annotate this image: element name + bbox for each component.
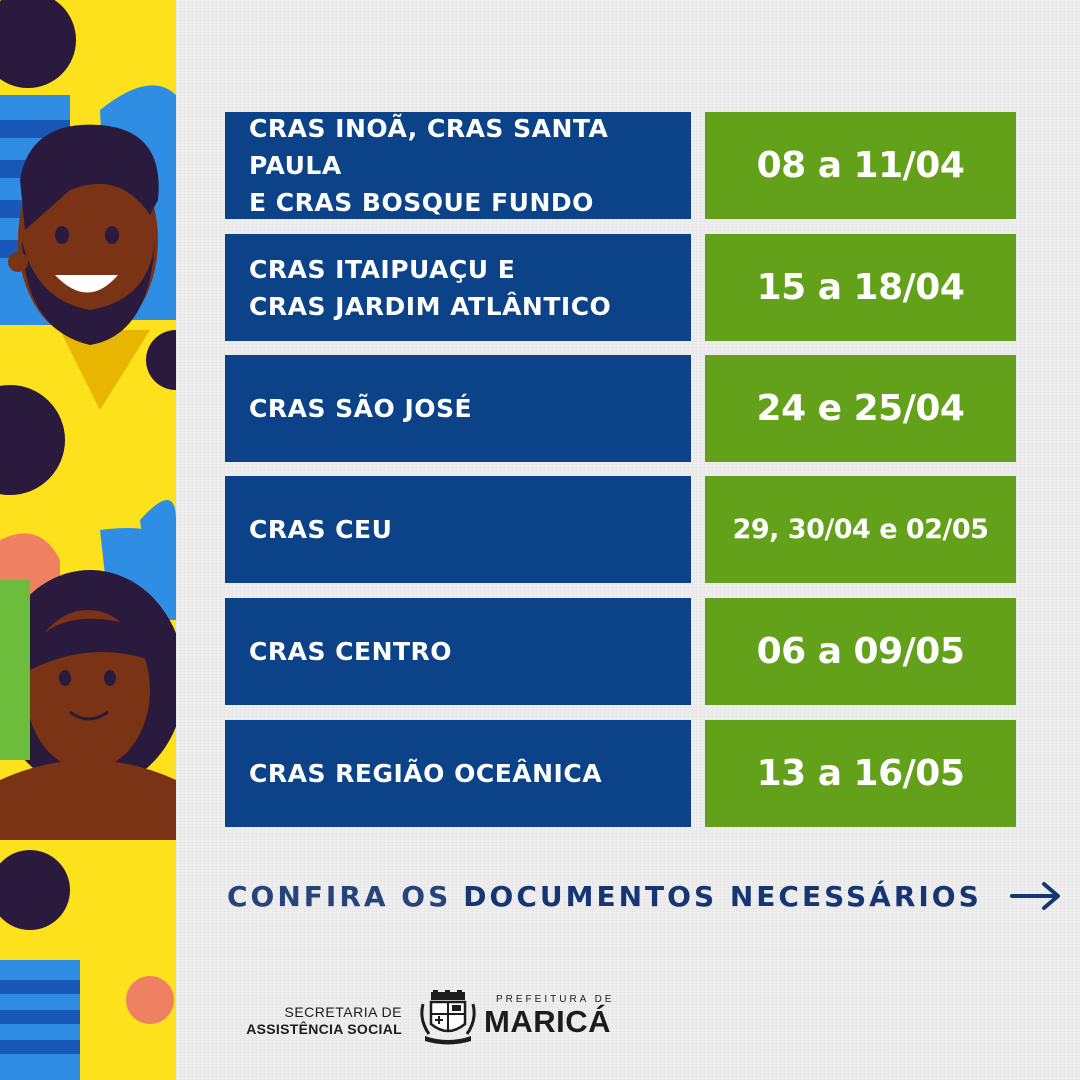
schedule-date: 13 a 16/05 <box>705 720 1016 827</box>
schedule-row: CRAS CEU 29, 30/04 e 02/05 <box>225 476 1016 583</box>
schedule-date: 24 e 25/04 <box>705 355 1016 462</box>
cras-location: CRAS SÃO JOSÉ <box>225 355 691 462</box>
schedule-row: CRAS ITAIPUAÇU E CRAS JARDIM ATLÂNTICO 1… <box>225 234 1016 341</box>
cras-location: CRAS INOÃ, CRAS SANTA PAULA E CRAS BOSQU… <box>225 112 691 219</box>
prefeitura-line1: PREFEITURA DE <box>496 994 615 1005</box>
people-illustration <box>0 0 176 1080</box>
prefeitura-logo: PREFEITURA DE MARICÁ <box>484 994 614 1039</box>
schedule-date: 15 a 18/04 <box>705 234 1016 341</box>
cta-prefix: CONFIRA OS <box>227 879 452 913</box>
cta-emphasis: DOCUMENTOS NECESSÁRIOS <box>463 879 982 913</box>
municipal-crest-icon <box>420 990 476 1045</box>
schedule-date: 08 a 11/04 <box>705 112 1016 219</box>
secretaria-line2: ASSISTÊNCIA SOCIAL <box>246 1021 402 1037</box>
cras-location: CRAS CEU <box>225 476 691 583</box>
schedule-row: CRAS CENTRO 06 a 09/05 <box>225 598 1016 705</box>
schedule-date: 06 a 09/05 <box>705 598 1016 705</box>
secretaria-logo: SECRETARIA DE ASSISTÊNCIA SOCIAL <box>220 1004 402 1038</box>
schedule-row: CRAS REGIÃO OCEÂNICA 13 a 16/05 <box>225 720 1016 827</box>
cras-location: CRAS CENTRO <box>225 598 691 705</box>
schedule-date: 29, 30/04 e 02/05 <box>705 476 1016 583</box>
cras-location: CRAS REGIÃO OCEÂNICA <box>225 720 691 827</box>
secretaria-line1: SECRETARIA DE <box>284 1004 402 1020</box>
cras-location: CRAS ITAIPUAÇU E CRAS JARDIM ATLÂNTICO <box>225 234 691 341</box>
footer-logos: SECRETARIA DE ASSISTÊNCIA SOCIAL PREFEIT… <box>220 988 640 1048</box>
schedule-row: CRAS SÃO JOSÉ 24 e 25/04 <box>225 355 1016 462</box>
documents-cta[interactable]: CONFIRA OS DOCUMENTOS NECESSÁRIOS <box>227 874 1062 918</box>
prefeitura-line2: MARICÁ <box>484 1004 611 1039</box>
schedule-row: CRAS INOÃ, CRAS SANTA PAULA E CRAS BOSQU… <box>225 112 1016 219</box>
arrow-right-icon <box>1009 882 1060 910</box>
